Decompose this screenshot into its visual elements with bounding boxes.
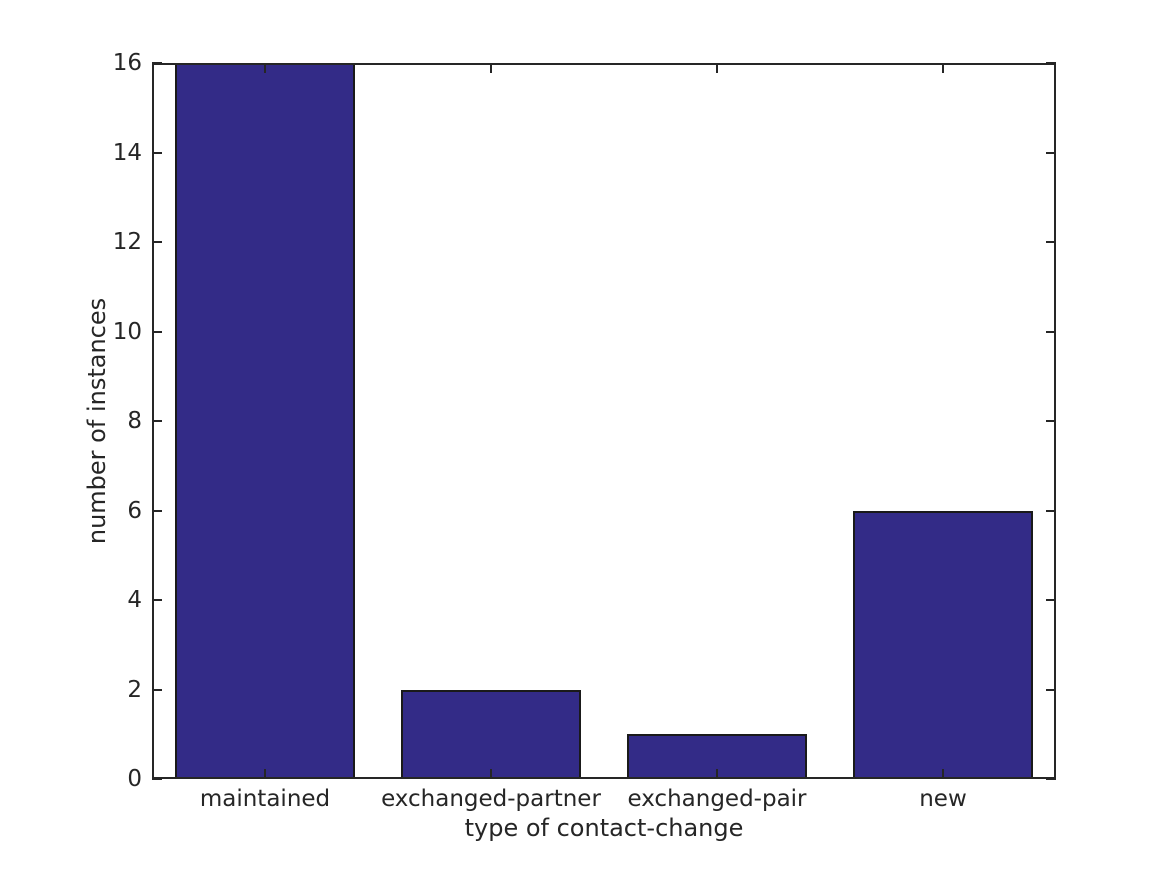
- x-tick-label-new: new: [919, 786, 967, 812]
- bar-new: [852, 510, 1034, 779]
- bar-exchanged-partner: [400, 689, 582, 779]
- y-axis-label: number of instances: [83, 297, 111, 545]
- y-tick-right: [1046, 151, 1056, 154]
- y-tick-left: [152, 599, 162, 601]
- y-tick-right: [1046, 509, 1056, 512]
- y-tick-right: [1046, 330, 1056, 333]
- y-tick-label: 8: [127, 408, 142, 434]
- x-tick-bottom: [490, 769, 492, 779]
- y-tick-label: 14: [112, 139, 142, 166]
- y-tick-left: [152, 62, 162, 64]
- x-axis-label: type of contact-change: [464, 814, 744, 842]
- y-tick-left: [152, 688, 162, 691]
- x-tick-label-maintained: maintained: [199, 786, 331, 812]
- y-tick-right: [1046, 241, 1056, 243]
- y-tick-label: 0: [127, 766, 142, 792]
- y-tick-label: 10: [112, 318, 142, 345]
- bar-maintained: [174, 63, 356, 779]
- y-tick-left: [152, 778, 162, 780]
- y-tick-left: [152, 241, 162, 243]
- y-tick-label: 2: [127, 676, 142, 703]
- x-tick-bottom: [942, 769, 944, 779]
- y-tick-label: 16: [112, 50, 142, 76]
- x-tick-label-exchanged-partner: exchanged-partner: [381, 786, 601, 812]
- y-tick-right: [1046, 62, 1056, 64]
- x-tick-top: [942, 63, 944, 73]
- y-tick-left: [152, 151, 162, 154]
- x-tick-top: [264, 63, 266, 73]
- x-tick-top: [716, 63, 718, 73]
- y-tick-left: [152, 420, 162, 422]
- y-tick-left: [152, 330, 162, 333]
- y-tick-right: [1046, 420, 1056, 422]
- x-tick-label-exchanged-pair: exchanged-pair: [627, 786, 807, 812]
- x-tick-bottom: [716, 769, 718, 779]
- y-tick-right: [1046, 688, 1056, 691]
- x-tick-top: [490, 63, 492, 73]
- y-tick-label: 6: [127, 497, 142, 524]
- y-tick-right: [1046, 599, 1056, 601]
- y-tick-left: [152, 509, 162, 512]
- y-tick-right: [1046, 778, 1056, 780]
- y-tick-label: 12: [112, 229, 142, 255]
- y-tick-label: 4: [127, 587, 142, 613]
- x-tick-bottom: [264, 769, 266, 779]
